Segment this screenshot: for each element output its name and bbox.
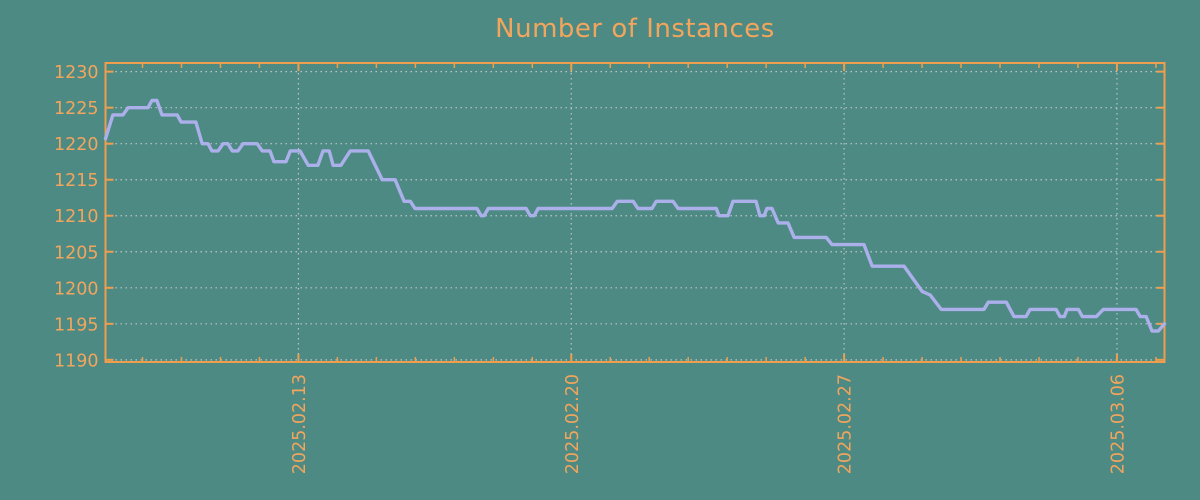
y-tick-label: 1205 xyxy=(54,243,99,263)
x-tick-label: 2025.02.20 xyxy=(563,374,583,474)
x-tick-label: 2025.03.06 xyxy=(1108,374,1128,474)
grid-lines xyxy=(105,63,1165,362)
y-tick-label: 1220 xyxy=(54,135,99,155)
y-tick-label: 1190 xyxy=(54,351,99,371)
y-tick-label: 1210 xyxy=(54,207,99,227)
y-tick-label: 1200 xyxy=(54,279,99,299)
x-tick-label: 2025.02.27 xyxy=(836,374,856,474)
y-tick-label: 1195 xyxy=(54,315,99,335)
y-tick-label: 1230 xyxy=(54,63,99,83)
y-tick-label: 1215 xyxy=(54,171,99,191)
y-tick-labels: 1190 1195 1200 1205 1210 1215 1220 1225 1230 xyxy=(54,63,99,371)
x-tick-labels: 2025.02.13 2025.02.20 2025.02.27 2025.03.06 xyxy=(290,374,1129,474)
chart-title: Number of Instances xyxy=(495,14,775,44)
y-tick-label: 1225 xyxy=(54,99,99,119)
data-series-line xyxy=(103,98,1167,333)
plot-border xyxy=(104,62,1166,363)
x-tick-label: 2025.02.13 xyxy=(290,374,310,474)
